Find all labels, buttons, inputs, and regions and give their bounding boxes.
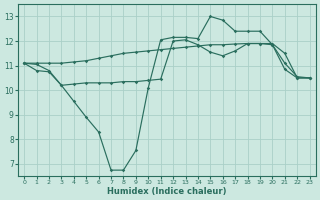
X-axis label: Humidex (Indice chaleur): Humidex (Indice chaleur): [107, 187, 227, 196]
